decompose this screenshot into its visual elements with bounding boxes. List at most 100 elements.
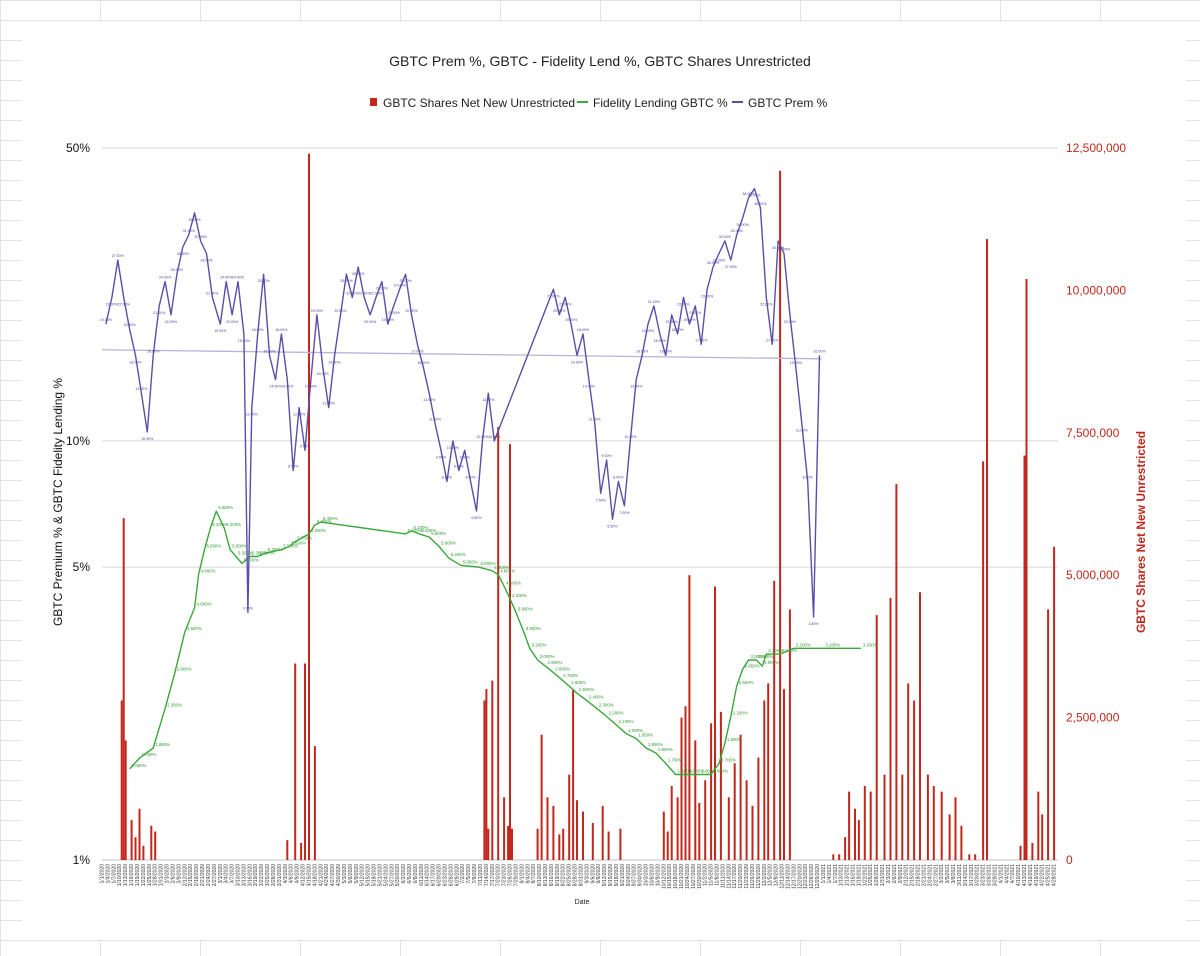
premium-data-label: 25.00%	[340, 279, 353, 283]
x-tick-label: 5/21/2020	[377, 864, 383, 886]
x-tick-label: 6/2/2020	[401, 864, 407, 884]
premium-data-label: 14.00%	[583, 385, 596, 389]
series-lines	[101, 187, 861, 776]
shares-bar	[982, 461, 985, 860]
premium-data-label: 23.00%	[393, 283, 406, 287]
x-tick-label: 8/10/2020	[537, 864, 543, 886]
x-tick-label: 9/27/2020	[632, 864, 638, 886]
x-tick-label: 7/29/2020	[513, 864, 519, 886]
x-tick-label: 10/3/2020	[644, 864, 650, 886]
x-tick-label: 4/15/2020	[307, 864, 313, 886]
premium-data-label: 8.00%	[465, 476, 476, 480]
fidelity-data-label: 1.850%	[155, 742, 170, 747]
x-tick-label: 7/11/2020	[478, 864, 484, 886]
x-tick-label: 1/10/2020	[117, 864, 123, 886]
premium-data-label: 22.00%	[346, 291, 359, 295]
premium-data-label: 19.00%	[683, 318, 696, 322]
y-left-tick-label: 10%	[66, 434, 90, 448]
premium-data-label: 20.00%	[364, 320, 377, 324]
legend-entry: GBTC Shares Net New Unrestricted	[383, 96, 575, 110]
shares-bar	[767, 683, 770, 860]
fidelity-data-label: 4.800%	[500, 569, 515, 574]
premium-data-label: 17.00%	[695, 338, 708, 342]
premium-data-label: 18.00%	[238, 339, 251, 343]
premium-data-label: 7.00%	[619, 511, 630, 515]
shares-bar	[751, 805, 754, 860]
x-tick-label: 1/28/2020	[153, 864, 159, 886]
x-tick-label: 5/12/2020	[360, 864, 366, 886]
shares-bar	[582, 811, 584, 860]
x-tick-label: 2/6/2020	[171, 864, 177, 884]
fidelity-data-label: 5.400%	[268, 547, 283, 552]
premium-data-label: 12.00%	[246, 413, 259, 417]
fidelity-data-label: 3.100%	[782, 648, 797, 653]
shares-bar	[954, 797, 957, 860]
fidelity-data-label: 5.500%	[207, 544, 222, 549]
fidelity-data-label: 2.850%	[745, 663, 760, 668]
x-tick-label: 8/31/2020	[579, 864, 585, 886]
premium-data-label: 29.00%	[177, 252, 190, 256]
fidelity-data-label: 2.600%	[571, 680, 586, 685]
shares-bar	[294, 663, 297, 860]
x-tick-label: 10/30/2020	[697, 864, 703, 889]
y-right-tick-label: 5,000,000	[1066, 568, 1120, 582]
fidelity-data-label: 4.200%	[512, 593, 527, 598]
fidelity-data-label: 1.600%	[689, 769, 704, 774]
x-tick-label: 4/13/2021	[1022, 864, 1028, 886]
shares-bar	[745, 780, 748, 860]
premium-data-label: 14.00%	[630, 385, 643, 389]
premium-data-label: 18.00%	[577, 328, 590, 332]
x-tick-label: 12/14/2020	[786, 864, 792, 889]
premium-data-label: 12.00%	[293, 413, 306, 417]
x-tick-label: 1/1/2020	[100, 864, 106, 884]
fidelity-data-label: 1.600%	[713, 769, 728, 774]
x-tick-label: 6/26/2020	[448, 864, 454, 886]
fidelity-data-label: 2.200%	[733, 711, 748, 716]
x-tick-label: 1/10/2021	[839, 864, 845, 886]
fidelity-data-label: 5.300%	[260, 551, 275, 556]
x-tick-label: 1/25/2021	[868, 864, 874, 886]
fidelity-data-label: 2.300%	[167, 702, 182, 707]
x-tick-label: 2/9/2020	[176, 864, 182, 884]
premium-data-label: 31.00%	[731, 229, 744, 233]
shares-bar	[1047, 609, 1050, 860]
x-tick-label: 11/14/2020	[726, 864, 732, 889]
premium-data-label: 22.00%	[760, 302, 773, 306]
premium-data-label: 35.00%	[188, 218, 201, 222]
x-tick-label: 3/13/2020	[241, 864, 247, 886]
shares-bar	[788, 609, 791, 860]
premium-data-label: 18.00%	[654, 339, 667, 343]
x-tick-label: 10/6/2020	[649, 864, 655, 886]
x-tick-label: 4/28/2021	[1052, 864, 1058, 886]
data-labels: 19.00% 22.00% 27.00% 22.00% 18.50% 16.00% 13.0…	[100, 192, 878, 774]
x-tick-label: 10/24/2020	[685, 864, 691, 889]
premium-data-label: 19.00%	[214, 329, 227, 333]
shares-bar	[662, 811, 665, 860]
x-tick-label: 12/11/2020	[780, 864, 786, 889]
x-tick-label: 2/21/2021	[922, 864, 928, 886]
shares-bar	[138, 808, 141, 860]
x-tick-label: 8/4/2020	[525, 864, 531, 884]
x-tick-label: 5/6/2020	[348, 864, 354, 884]
premium-data-label: 20.00%	[165, 320, 178, 324]
shares-bar	[940, 791, 943, 860]
fidelity-data-label: 5.300%	[238, 551, 253, 556]
x-tick-label: 1/22/2020	[141, 864, 147, 886]
x-tick-label: 4/6/2020	[289, 864, 295, 884]
premium-data-label: 13.00%	[423, 398, 436, 402]
shares-bar	[300, 842, 303, 860]
fidelity-data-label: 2.000%	[628, 728, 643, 733]
x-tick-label: 9/24/2020	[626, 864, 632, 886]
premium-data-label: 3.90%	[243, 606, 254, 610]
x-tick-label: 11/2/2020	[703, 864, 709, 886]
x-tick-label: 5/9/2020	[354, 864, 360, 884]
x-tick-label: 3/23/2021	[981, 864, 987, 886]
shares-bar	[773, 580, 776, 860]
x-tick-label: 2/15/2021	[910, 864, 916, 886]
shares-bar	[536, 828, 539, 860]
premium-data-label: 6.80%	[471, 516, 482, 520]
shares-bar	[684, 706, 687, 860]
premium-data-label: 21.00%	[689, 311, 702, 315]
premium-data-label: 12.00%	[323, 402, 336, 406]
shares-bar	[986, 239, 988, 861]
